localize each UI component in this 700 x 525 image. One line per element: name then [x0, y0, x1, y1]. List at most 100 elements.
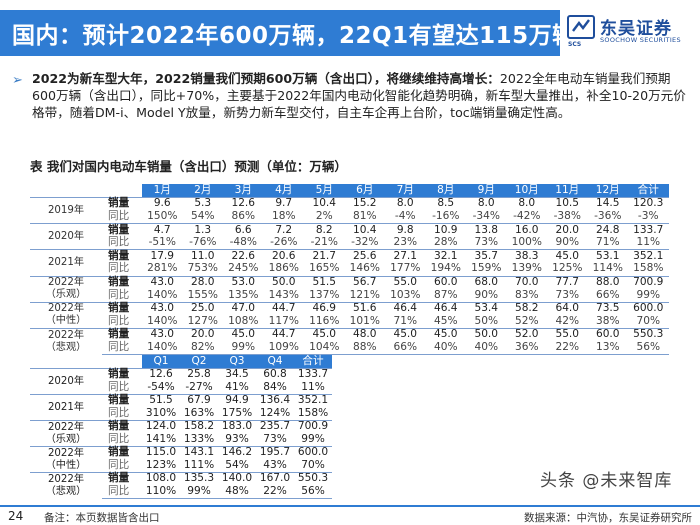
table-cell: 90% [555, 236, 580, 249]
table-cell: 60.0 [587, 327, 628, 342]
table-cell: 9.8 [385, 223, 426, 237]
table-cell: 34.5 [218, 368, 256, 382]
table-cell: 108.0 [142, 472, 180, 486]
year-label-line: 2020年 [47, 230, 85, 242]
table-cell: 4.7 [142, 223, 183, 237]
table-row: 2022年 （中性） 销量 43.0 25.0 47.0 44.7 46.9 51.6 46.4 4… [30, 301, 669, 329]
metric-label: 销量 [102, 472, 142, 486]
table-cell: 6.6 [223, 223, 264, 237]
table-cell: 88.0 [587, 275, 628, 290]
table-cell: 111% [183, 458, 215, 471]
table-cell: 186% [268, 262, 299, 275]
data-source: 数据来源：中汽协，东吴证券研究所 [524, 512, 692, 524]
table-cell: 155% [187, 288, 218, 301]
table-row: 2022年 （中性） 销量 115.0 143.1 146.2 195.7 600.0 [30, 446, 332, 473]
table-cell: 52.0 [506, 327, 547, 342]
table-cell: 55.0 [385, 275, 426, 290]
table-cell: 13.8 [466, 223, 507, 237]
table-cell: 73% [263, 432, 287, 445]
table-cell: 45.0 [385, 327, 426, 342]
table-row: 2020年 销量 4.7 1.3 6.6 7.2 8.2 10.4 9.8 10.9 13.8 16.… [30, 223, 669, 250]
table-cell: 53.4 [466, 301, 507, 316]
table-cell: 8.0 [385, 196, 426, 211]
company-logo: 东吴证券 SOOCHOW SECURITIES SCS [566, 14, 696, 52]
column-header: 7月 [385, 184, 426, 198]
table-cell: 11.0 [182, 249, 223, 263]
table-cell: 48.0 [344, 327, 385, 342]
chevron-right-icon: ➢ [12, 73, 23, 88]
table-cell: 94.9 [218, 394, 256, 408]
scenario-label: （中性） [45, 315, 87, 327]
metric-label: 同比 [108, 314, 130, 327]
table-cell: 99% [636, 288, 661, 301]
table-cell: 104% [304, 341, 345, 356]
table-cell: 60.0 [425, 275, 466, 290]
table-cell: 46.9 [304, 301, 345, 316]
table-cell: 22.6 [223, 249, 264, 263]
table-cell: 42% [555, 314, 580, 327]
table-cell: -36% [594, 210, 622, 223]
table-cell: 9.7 [263, 196, 304, 211]
year-label: 2019年 [30, 196, 102, 224]
year-label-line: 2022年 [47, 303, 85, 315]
table-cell: 281% [147, 262, 178, 275]
metric-label: 同比 [108, 406, 130, 419]
table-row: 2021年 销量 17.9 11.0 22.6 20.6 21.7 25.6 27.1 32.1 3… [30, 249, 669, 277]
table-cell: 41% [225, 380, 249, 393]
metric-label: 销量 [102, 327, 142, 342]
table-cell: 12.6 [223, 196, 264, 211]
table-cell: 143.1 [180, 446, 218, 460]
table-cell: 82% [182, 341, 223, 356]
logo-english-name: SOOCHOW SECURITIES [600, 36, 681, 44]
table-cell: 12.6 [142, 368, 180, 382]
table-cell: 235.7 [256, 420, 294, 434]
column-header: 11月 [547, 184, 588, 198]
table-row: 同比 -54% -27% 41% 84% 11% [30, 380, 332, 395]
table-cell: 93% [225, 432, 249, 445]
table-cell: 8.2 [304, 223, 345, 237]
table-cell: 51.5 [304, 275, 345, 290]
table-cell: 55.0 [547, 327, 588, 342]
table-cell: 70% [301, 458, 325, 471]
table-cell: 40% [425, 341, 466, 356]
table-cell: -38% [553, 210, 581, 223]
table-cell: 163% [183, 406, 215, 419]
table-cell: 124.0 [142, 420, 180, 434]
table-cell: 11% [301, 380, 325, 393]
table-row: 同比 -51% -76% -48% -26% -21% -32% 23% 28% 73% 100% 9… [30, 236, 669, 250]
table-row: 同比 140% 82% 99% 109% 104% 88% 66% 40% 40% 36% 22% 13… [30, 341, 669, 356]
metric-label: 同比 [108, 236, 130, 249]
metric-label: 同比 [108, 432, 130, 445]
table-cell: 20.0 [547, 223, 588, 237]
table-cell: -51% [148, 236, 176, 249]
table-cell: 45.0 [223, 327, 264, 342]
table-cell: 16.0 [506, 223, 547, 237]
title-band [0, 10, 560, 56]
table-cell: 123% [145, 458, 177, 471]
table-row: 同比 141% 133% 93% 73% 99% [30, 432, 332, 447]
metric-label: 销量 [102, 368, 142, 382]
table-caption: 表 我们对国内电动车销量（含出口）预测（单位：万辆） [30, 159, 347, 174]
footnote: 备注：本页数据皆含出口 [44, 512, 160, 524]
table-cell: 550.3 [294, 472, 332, 486]
table-cell: -4% [394, 210, 416, 223]
table-header-row: Q1 Q2 Q3 Q4 合计 [30, 355, 332, 369]
table-cell: 14.5 [587, 196, 628, 211]
column-header: Q3 [218, 355, 256, 369]
table-cell: -34% [472, 210, 500, 223]
table-cell: 68.0 [466, 275, 507, 290]
scenario-label: （悲观） [45, 341, 87, 353]
table-cell: 15.2 [344, 196, 385, 211]
table-cell: 8.0 [466, 196, 507, 211]
table-cell: 143% [268, 288, 299, 301]
table-cell: 18% [271, 210, 296, 223]
quarterly-forecast-table: Q1 Q2 Q3 Q4 合计 2020年 销量 12.6 25.8 34.5 60.8 133.7 同… [30, 355, 332, 499]
table-row: 2021年 销量 51.5 67.9 94.9 136.4 352.1 [30, 394, 332, 421]
table-cell: 25.0 [182, 301, 223, 316]
column-header: 2月 [182, 184, 223, 198]
table-cell: 38.3 [506, 249, 547, 263]
table-row: 同比 150% 54% 86% 18% 2% 81% -4% -16% -34% -42% -38% -… [30, 210, 669, 224]
table-cell: 54% [190, 210, 215, 223]
table-cell: 127% [187, 314, 218, 327]
table-cell: 43% [263, 458, 287, 471]
